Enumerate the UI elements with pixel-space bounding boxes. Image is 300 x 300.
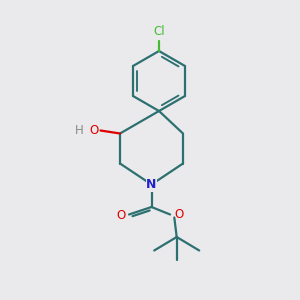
Text: Cl: Cl bbox=[153, 25, 165, 38]
Text: H: H bbox=[75, 124, 84, 137]
Text: O: O bbox=[116, 208, 125, 222]
Text: O: O bbox=[90, 124, 99, 137]
Text: O: O bbox=[174, 208, 184, 221]
Text: N: N bbox=[146, 178, 157, 191]
